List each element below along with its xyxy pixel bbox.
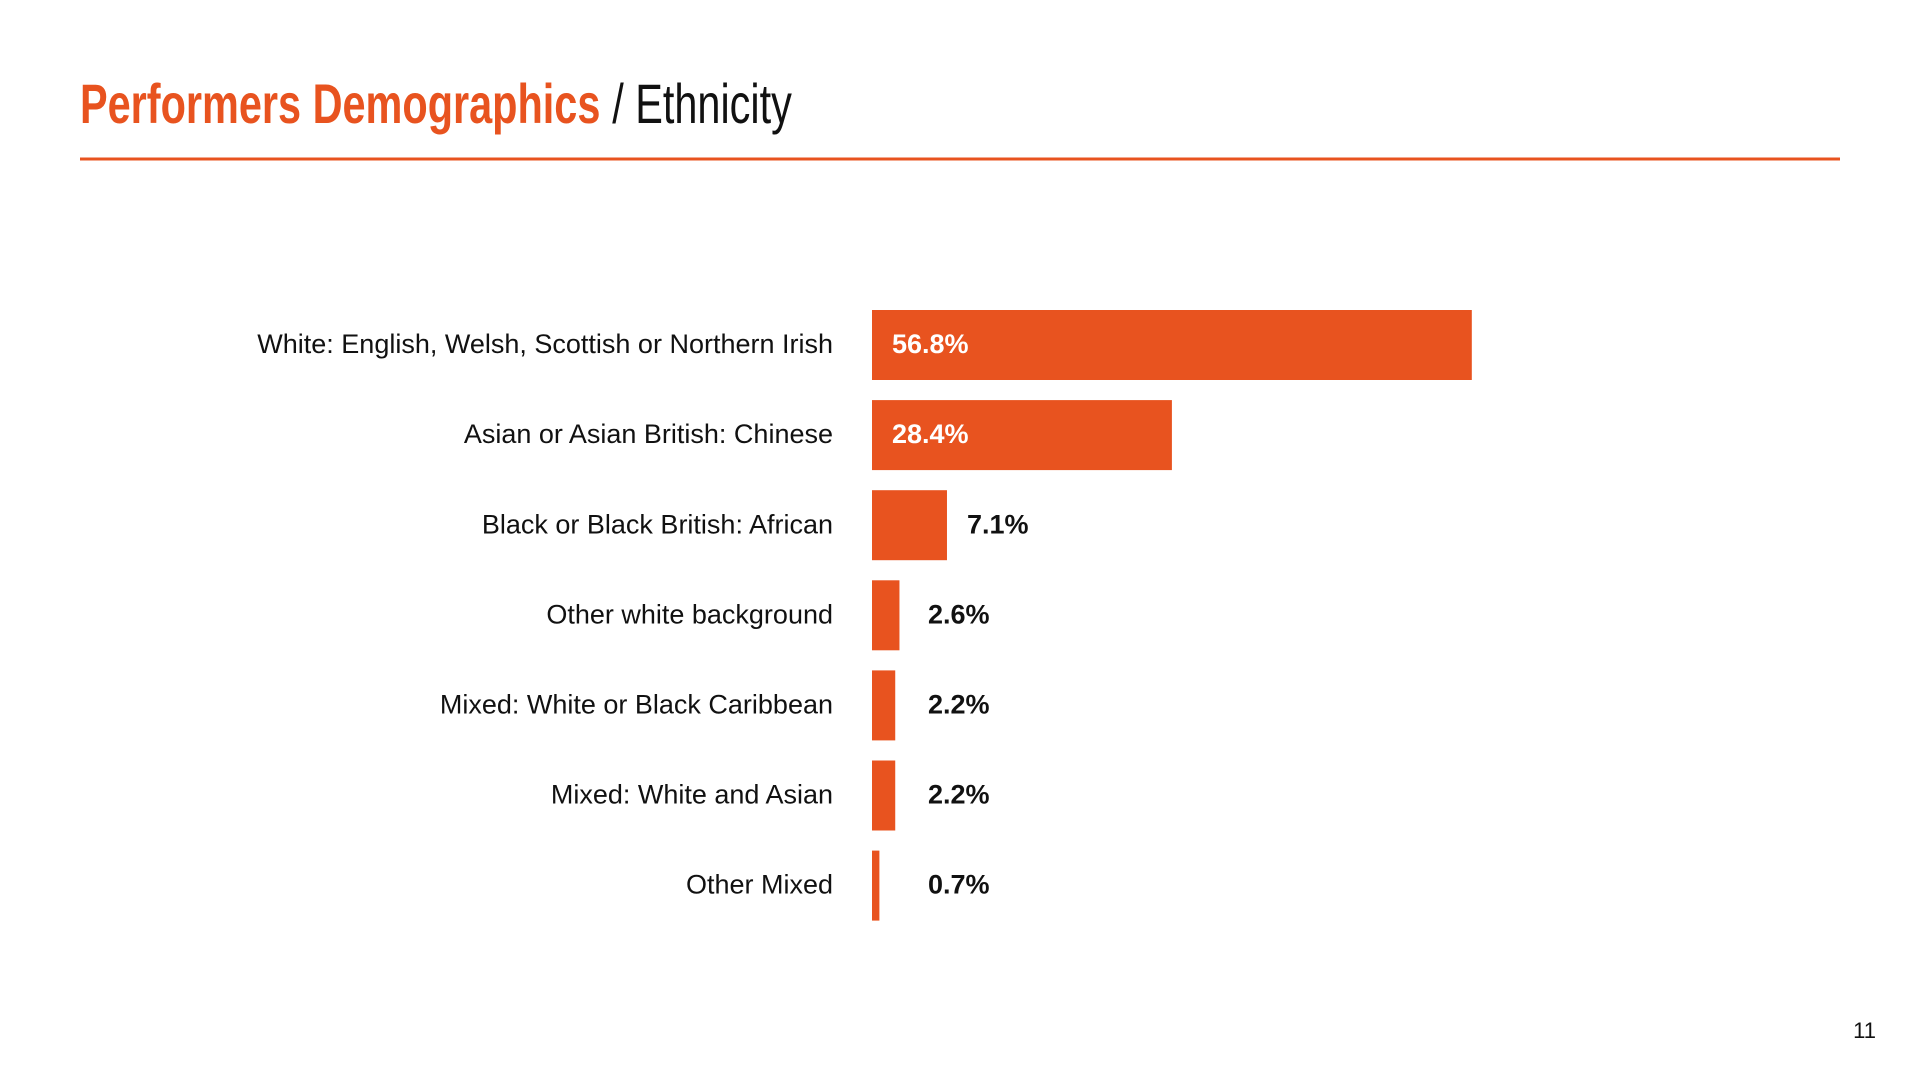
category-label: Asian or Asian British: Chinese (464, 419, 833, 449)
bar (872, 760, 896, 831)
value-label: 2.6% (928, 599, 990, 629)
bar (872, 400, 1172, 471)
value-label: 56.8% (892, 329, 969, 359)
chart-subtitle: / Ethnicity (612, 73, 792, 136)
value-label: 2.2% (928, 690, 990, 720)
bar (872, 580, 900, 651)
bar (872, 850, 880, 921)
value-label: 7.1% (967, 509, 1029, 539)
category-label: Other Mixed (686, 870, 833, 900)
value-label: 0.7% (928, 870, 990, 900)
category-label: Other white background (546, 599, 833, 629)
chart-title: Performers Demographics (80, 73, 600, 136)
category-label: White: English, Welsh, Scottish or North… (257, 329, 833, 359)
category-label: Mixed: White or Black Caribbean (440, 690, 833, 720)
category-label: Black or Black British: African (482, 509, 833, 539)
bar (872, 490, 947, 561)
bar (872, 310, 1472, 380)
page-number: 11 (1853, 1018, 1876, 1043)
value-label: 28.4% (892, 419, 969, 449)
value-label: 2.2% (928, 780, 990, 810)
bar (872, 670, 896, 741)
title-group: Performers Demographics / Ethnicity (80, 73, 792, 136)
category-label: Mixed: White and Asian (551, 780, 833, 810)
